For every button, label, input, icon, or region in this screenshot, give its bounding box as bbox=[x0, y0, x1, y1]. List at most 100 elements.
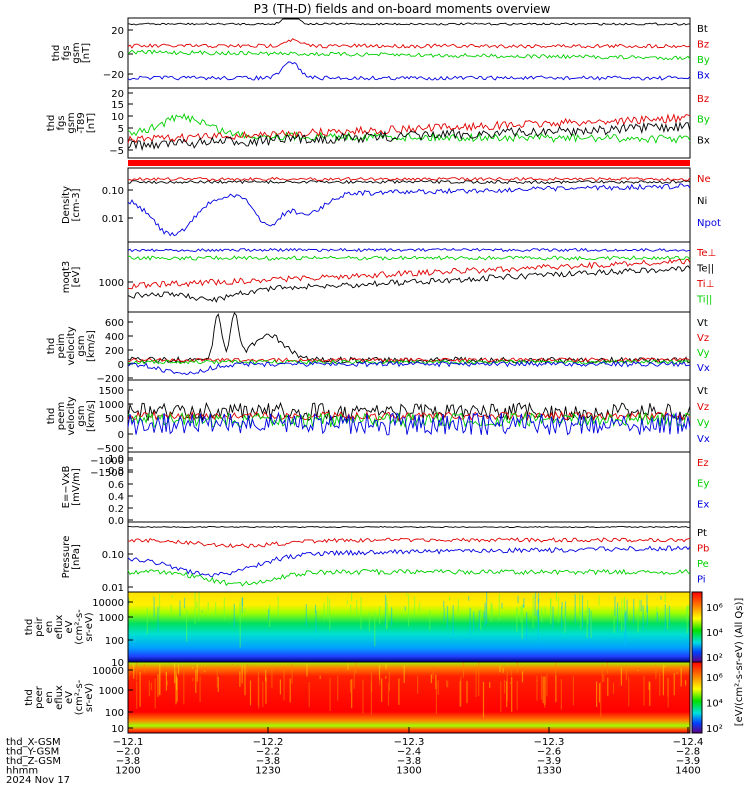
spectrogram-streak bbox=[668, 605, 671, 626]
y-axis-label-line: gsm bbox=[76, 405, 87, 426]
spectrogram-streak bbox=[628, 676, 630, 707]
legend-vy: Vy bbox=[697, 348, 710, 359]
spectrogram-streak bbox=[179, 600, 181, 617]
legend-ez: Ez bbox=[697, 458, 709, 469]
spectrogram-streak bbox=[561, 606, 563, 629]
y-axis-label-line: [nT] bbox=[86, 113, 97, 133]
y-tick-label: 0.10 bbox=[102, 186, 124, 197]
spectrogram-streak bbox=[536, 610, 538, 617]
y-axis-label-line: eV bbox=[64, 691, 75, 704]
spectrogram-streak bbox=[151, 596, 154, 597]
x-tick-label: −12.4 bbox=[673, 737, 704, 748]
y-axis-label-line: [km/s] bbox=[86, 330, 97, 362]
y-tick-label: 0.8 bbox=[108, 466, 124, 477]
spectrogram-streak bbox=[460, 676, 462, 707]
x-tick-label: 1200 bbox=[115, 766, 140, 777]
panel-peem-velocity: thdpeemvelocitygsm[km/s]1500 1000 500 0 −500… bbox=[46, 379, 710, 479]
y-axis-label-line: gsm bbox=[66, 112, 77, 133]
spectrogram-peer-eflux bbox=[128, 662, 690, 733]
spectrogram-streak bbox=[446, 679, 448, 688]
spectrogram-streak bbox=[174, 662, 176, 684]
spectrogram-streak bbox=[158, 593, 161, 616]
y-axis-label-line: gsm bbox=[76, 335, 87, 356]
spectrogram-streak bbox=[620, 667, 622, 686]
spectrogram-streak bbox=[457, 598, 459, 613]
spectrogram-streak bbox=[171, 595, 173, 598]
spectrogram-streak bbox=[580, 611, 582, 629]
spectrogram-streak bbox=[491, 603, 493, 617]
x-tick-label: −2.0 bbox=[116, 747, 140, 758]
spectrogram-streak bbox=[596, 681, 598, 708]
y-tick-label: 20 bbox=[111, 89, 124, 100]
spectrogram-streak bbox=[418, 602, 421, 612]
spectrogram-streak bbox=[656, 606, 658, 616]
spectrogram-streak bbox=[613, 609, 615, 633]
spectrogram-streak bbox=[520, 606, 522, 623]
spectrogram-streak bbox=[640, 599, 642, 612]
y-axis-label-line: gsm bbox=[71, 42, 82, 63]
spectrogram-streak bbox=[196, 663, 198, 682]
series-line-temperature-green bbox=[127, 255, 691, 261]
spectrogram-streak bbox=[289, 678, 291, 703]
spectrogram-streak bbox=[473, 611, 475, 632]
series-line-fgs-gsm-red bbox=[127, 38, 691, 49]
spectrogram-streak bbox=[346, 600, 348, 605]
spectrogram-streak bbox=[443, 600, 445, 608]
panel-frame bbox=[127, 87, 691, 159]
spectrogram-streak bbox=[534, 592, 537, 598]
spectrogram-streak bbox=[537, 593, 540, 603]
spectrogram-streak bbox=[241, 597, 243, 614]
spectrogram-streak bbox=[614, 596, 616, 617]
spectrogram-streak bbox=[249, 680, 252, 706]
spectrogram-streak bbox=[637, 669, 639, 672]
spectrogram-streak bbox=[398, 678, 400, 705]
spectrogram-streak bbox=[546, 674, 548, 697]
spectrogram-streak bbox=[448, 596, 451, 601]
spectrogram-streak bbox=[246, 664, 248, 673]
spectrogram-streak bbox=[452, 605, 454, 636]
spectrogram-streak bbox=[510, 682, 512, 685]
y-axis-label-line: velocity bbox=[66, 396, 77, 435]
x-tick-label: −2.8 bbox=[676, 747, 700, 758]
y-axis-label-line: (cm²-s- bbox=[74, 679, 85, 715]
x-tick-label: 1300 bbox=[396, 766, 421, 777]
y-axis-label: Pressure[nPa] bbox=[61, 536, 82, 579]
spectrogram-streak bbox=[233, 603, 235, 628]
spectrogram-streak bbox=[555, 592, 557, 601]
x-tick-label: −2.6 bbox=[537, 747, 561, 758]
y-axis-label: thdpeirenefluxeV(cm²-s-sr-eV) bbox=[24, 609, 95, 645]
colorbar-scale bbox=[691, 591, 703, 663]
spectrogram-streak bbox=[432, 671, 434, 679]
spectrogram-streak bbox=[351, 679, 353, 709]
legend-bz: Bz bbox=[697, 94, 709, 105]
y-tick-label: 500 bbox=[105, 414, 124, 425]
legend-pt: Pt bbox=[697, 528, 707, 539]
y-axis-label-line: -T89 bbox=[76, 112, 87, 134]
series-line-density-red bbox=[127, 176, 691, 182]
spectrogram-streak bbox=[482, 681, 485, 718]
spectrogram-streak bbox=[564, 609, 566, 633]
date-label: 2024 Nov 17 bbox=[6, 775, 70, 786]
legend-ni: Ni bbox=[697, 196, 707, 207]
spectrogram-streak bbox=[671, 612, 673, 615]
spectrogram-streak bbox=[447, 681, 449, 688]
spectrogram-streak bbox=[314, 604, 317, 614]
y-tick-label: 200 bbox=[105, 346, 124, 357]
legend-vx: Vx bbox=[697, 434, 710, 445]
y-tick-label: 100 bbox=[105, 708, 124, 719]
y-tick-label: 0.10 bbox=[102, 550, 124, 561]
spectrogram-streak bbox=[239, 612, 241, 648]
spectrogram-streak bbox=[646, 605, 648, 626]
legend-vz: Vz bbox=[697, 333, 709, 344]
spectrogram-streak bbox=[215, 601, 217, 616]
spectrogram-streak bbox=[500, 681, 502, 712]
spectrogram-streak bbox=[574, 594, 576, 624]
y-tick-label: 1000 bbox=[99, 400, 124, 411]
x-tick-label: −3.8 bbox=[256, 756, 280, 767]
spectrogram-streak bbox=[244, 664, 246, 696]
y-axis-label: thdfgsgsm[nT] bbox=[51, 42, 92, 63]
panel-fgs-gsm: thdfgsgsm[nT] 20 0 −20 Bt Bz By Bx bbox=[51, 17, 710, 89]
spectrogram-streak bbox=[315, 610, 317, 633]
x-tick-label: −2.2 bbox=[256, 747, 280, 758]
spectrogram-streak bbox=[319, 675, 321, 679]
